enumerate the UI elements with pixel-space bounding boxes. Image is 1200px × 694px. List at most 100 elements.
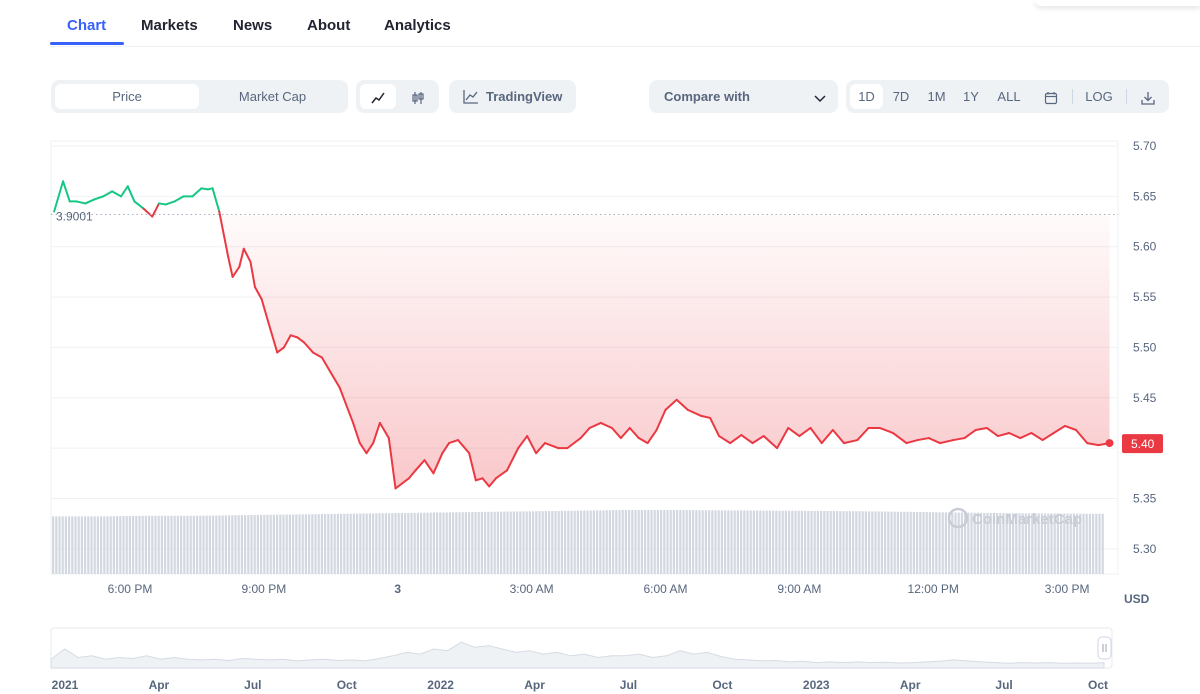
- volume-bar: [378, 513, 381, 574]
- volume-bar: [375, 513, 378, 574]
- price-segment: [456, 439, 471, 455]
- tab-about[interactable]: About: [307, 17, 351, 34]
- price-segment: [916, 437, 930, 442]
- download-icon[interactable]: [1133, 84, 1163, 109]
- volume-bar: [84, 516, 87, 574]
- volume-bar: [794, 510, 797, 574]
- timeframe-7d-button[interactable]: 7D: [892, 89, 910, 104]
- x-tick-label: 3: [394, 582, 401, 596]
- volume-bar: [244, 515, 247, 574]
- volume-bar: [426, 512, 429, 574]
- volume-bar: [528, 511, 531, 574]
- navigator-tick-label: 2022: [427, 678, 454, 692]
- volume-bar: [74, 516, 77, 574]
- volume-bar: [900, 511, 903, 574]
- volume-bar: [132, 515, 135, 574]
- current-price-label: 5.40: [1131, 437, 1155, 451]
- volume-bar: [343, 513, 346, 574]
- volume-bar: [71, 516, 74, 574]
- calendar-icon[interactable]: [1035, 84, 1067, 109]
- volume-bar: [768, 510, 771, 574]
- volume-bar: [490, 511, 493, 574]
- volume-bar: [560, 510, 563, 574]
- volume-bar: [253, 514, 256, 574]
- volume-bar: [320, 514, 323, 574]
- line-chart-icon[interactable]: [360, 84, 396, 109]
- tab-chart[interactable]: Chart: [67, 17, 107, 34]
- volume-bar: [688, 510, 691, 574]
- volume-bar: [1015, 513, 1018, 574]
- volume-bar: [285, 514, 288, 574]
- price-segment: [84, 198, 96, 205]
- volume-bar: [436, 512, 439, 574]
- volume-bar: [682, 510, 685, 574]
- y-tick-label: 5.55: [1133, 290, 1157, 304]
- x-tick-label: 9:00 AM: [777, 582, 821, 596]
- price-toggle-button[interactable]: Price: [55, 84, 199, 109]
- price-segment: [218, 210, 230, 258]
- timeframe-1m-button[interactable]: 1M: [927, 89, 946, 104]
- volume-bar: [167, 515, 170, 574]
- price-segment: [338, 386, 355, 424]
- price-segment: [448, 439, 459, 445]
- volume-bar: [720, 510, 723, 574]
- price-segment: [75, 200, 87, 205]
- price-chart[interactable]: 5.705.655.605.555.505.455.405.355.30USD …: [0, 130, 1200, 694]
- tradingview-button[interactable]: TradingView: [449, 80, 576, 113]
- price-segment: [157, 202, 167, 206]
- price-segment: [468, 452, 477, 482]
- volume-bar: [413, 512, 416, 574]
- price-segment: [407, 469, 417, 480]
- tab-news[interactable]: News: [233, 17, 273, 34]
- volume-bar: [820, 510, 823, 574]
- volume-bar: [151, 515, 154, 574]
- area-fill: [54, 214, 1110, 489]
- navigator-tick-label: 2021: [52, 678, 79, 692]
- range-navigator[interactable]: 2021 Apr Jul Oct 2022 Apr Jul Oct 2023 Apr Jul Oct: [50, 627, 1113, 692]
- price-segment: [211, 187, 221, 213]
- volume-bar: [628, 510, 631, 574]
- volume-bar: [784, 510, 787, 574]
- price-segment: [242, 247, 252, 263]
- current-price-dot: [1105, 439, 1114, 448]
- volume-bar: [717, 510, 720, 574]
- volume-bar: [221, 515, 224, 574]
- volume-bar: [1047, 513, 1050, 574]
- volume-bar: [564, 510, 567, 574]
- candlestick-icon[interactable]: [400, 84, 435, 109]
- volume-bar: [912, 511, 915, 574]
- tab-markets[interactable]: Markets: [141, 17, 198, 34]
- log-scale-button[interactable]: LOG: [1085, 89, 1113, 104]
- volume-bar: [304, 514, 307, 574]
- timeframe-1d-button[interactable]: 1D: [850, 84, 883, 109]
- price-segment: [320, 356, 332, 374]
- price-segment: [610, 426, 622, 440]
- tab-analytics[interactable]: Analytics: [384, 17, 451, 34]
- volume-bar: [871, 511, 874, 574]
- volume-bar: [212, 515, 215, 574]
- volume-bar: [416, 512, 419, 574]
- price-segment: [191, 187, 203, 198]
- price-segment: [506, 447, 520, 472]
- volume-bar: [896, 511, 899, 574]
- volume-bar: [1018, 513, 1021, 574]
- timeframe-1y-button[interactable]: 1Y: [963, 89, 979, 104]
- market-cap-toggle-button[interactable]: Market Cap: [238, 89, 307, 104]
- volume-bar: [711, 510, 714, 574]
- volume-bar: [807, 510, 810, 574]
- volume-bar: [1085, 513, 1088, 574]
- volume-bar: [669, 510, 672, 574]
- volume-bar: [445, 512, 448, 574]
- volume-bar: [999, 513, 1002, 574]
- price-segment: [655, 408, 667, 432]
- price-segment: [1063, 424, 1078, 432]
- volume-bar: [349, 513, 352, 574]
- volume-bar: [231, 515, 234, 574]
- timeframe-all-button[interactable]: ALL: [997, 89, 1021, 104]
- compare-with-dropdown[interactable]: Compare with: [649, 80, 838, 113]
- volume-bar: [932, 512, 935, 574]
- price-segment: [120, 185, 129, 198]
- toolbar-divider: [1126, 89, 1127, 104]
- volume-bar: [740, 510, 743, 574]
- price-segment: [401, 477, 410, 485]
